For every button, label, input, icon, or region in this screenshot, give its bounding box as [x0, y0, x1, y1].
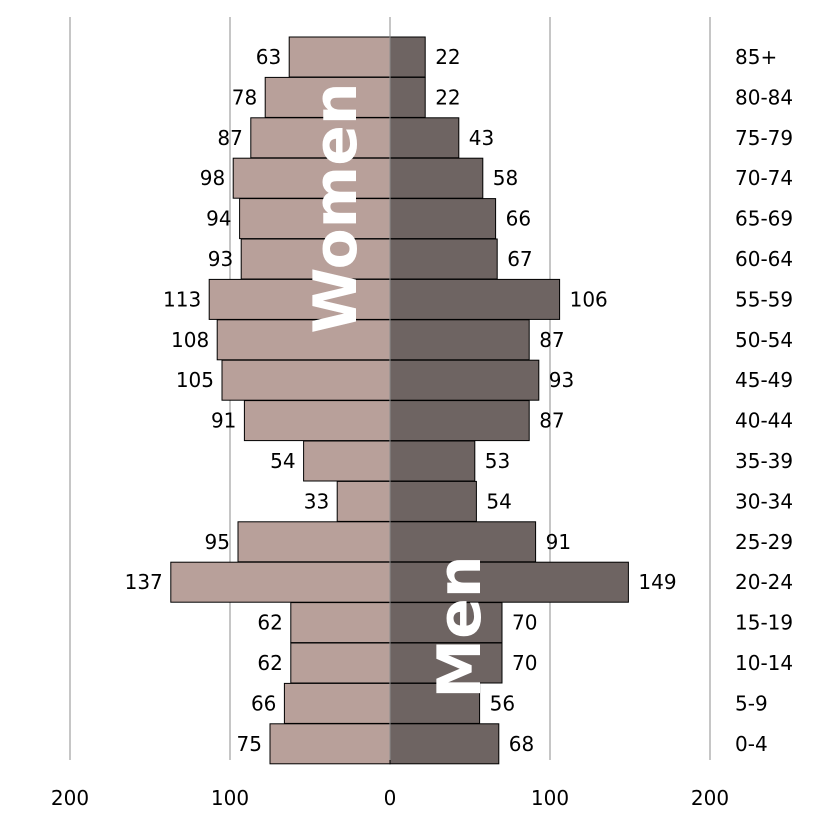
women-value-label: 75	[237, 732, 262, 756]
women-value-label: 105	[176, 368, 214, 392]
women-bar	[170, 561, 391, 603]
x-tick-label: 200	[691, 786, 729, 810]
women-bar	[290, 642, 391, 684]
women-value-label: 113	[163, 287, 201, 311]
women-bar	[303, 440, 391, 482]
men-bar	[389, 76, 426, 118]
men-value-label: 87	[539, 409, 564, 433]
women-value-label: 62	[257, 651, 282, 675]
men-bar	[389, 440, 476, 482]
bar-labels: 63 22 78 22 87 43 98 58 94 66 93 67 113 106 108 87 105 93…	[125, 45, 677, 756]
women-value-label: 94	[206, 207, 231, 231]
women-value-label: 66	[251, 691, 276, 715]
age-group-labels: 85+ 80-84 75-79 70-74 65-69 60-64 55-59 50-54 45…	[735, 45, 793, 756]
men-value-label: 87	[539, 328, 564, 352]
men-value-label: 91	[546, 530, 571, 554]
men-bar	[389, 117, 460, 159]
men-value-label: 56	[490, 691, 515, 715]
men-value-label: 66	[506, 207, 531, 231]
age-group-label: 20-24	[735, 570, 793, 594]
men-value-label: 67	[507, 247, 532, 271]
women-bar	[336, 480, 391, 522]
men-value-label: 70	[512, 611, 537, 635]
age-group-label: 60-64	[735, 247, 793, 271]
men-value-label: 22	[435, 85, 460, 109]
age-group-label: 85+	[735, 45, 777, 69]
men-bar	[389, 400, 530, 442]
women-bar	[283, 682, 391, 724]
men-value-label: 149	[638, 570, 676, 594]
women-bar	[239, 198, 391, 240]
men-bar	[389, 238, 498, 280]
men-bar	[389, 682, 481, 724]
age-group-label: 70-74	[735, 166, 793, 190]
age-group-label: 15-19	[735, 611, 793, 635]
grid-lines	[69, 17, 711, 760]
men-value-label: 22	[435, 45, 460, 69]
bars	[170, 36, 629, 765]
men-bar	[389, 480, 477, 522]
age-group-label: 50-54	[735, 328, 793, 352]
age-group-label: 25-29	[735, 530, 793, 554]
women-bar	[288, 36, 391, 78]
x-tick-label: 100	[211, 786, 249, 810]
men-value-label: 93	[549, 368, 574, 392]
x-tick-label: 200	[51, 786, 89, 810]
women-bar	[269, 723, 391, 765]
women-bar	[243, 400, 391, 442]
men-bar	[389, 723, 500, 765]
women-value-label: 137	[125, 570, 163, 594]
women-value-label: 87	[217, 126, 242, 150]
age-group-label: 35-39	[735, 449, 793, 473]
women-value-label: 62	[257, 611, 282, 635]
age-group-label: 5-9	[735, 691, 768, 715]
women-value-label: 78	[232, 85, 257, 109]
men-value-label: 70	[512, 651, 537, 675]
men-bar	[389, 521, 537, 563]
men-value-label: 68	[509, 732, 534, 756]
age-group-label: 30-34	[735, 489, 793, 513]
women-bar	[221, 359, 391, 401]
x-tick-label: 0	[384, 786, 397, 810]
women-value-label: 108	[171, 328, 209, 352]
men-bar	[389, 278, 561, 320]
women-bar	[237, 521, 391, 563]
x-tick-label: 100	[531, 786, 569, 810]
men-value-label: 54	[486, 489, 511, 513]
age-group-label: 45-49	[735, 368, 793, 392]
women-bar	[290, 602, 391, 644]
x-axis-ticks: 200 100 0 100 200	[51, 786, 729, 810]
men-bar	[389, 642, 503, 684]
women-value-label: 91	[211, 409, 236, 433]
men-bar	[389, 319, 530, 361]
age-group-label: 75-79	[735, 126, 793, 150]
women-bar	[264, 76, 391, 118]
men-bar	[389, 36, 426, 78]
age-group-label: 80-84	[735, 85, 793, 109]
age-group-label: 0-4	[735, 732, 768, 756]
men-bar	[389, 561, 629, 603]
men-bar	[389, 359, 540, 401]
age-group-label: 65-69	[735, 207, 793, 231]
age-group-label: 55-59	[735, 287, 793, 311]
men-value-label: 53	[485, 449, 510, 473]
women-value-label: 54	[270, 449, 295, 473]
men-value-label: 106	[570, 287, 608, 311]
men-value-label: 43	[469, 126, 494, 150]
men-series-label: Men	[425, 555, 495, 698]
women-bar	[240, 238, 391, 280]
women-value-label: 95	[205, 530, 230, 554]
men-bar	[389, 198, 497, 240]
age-group-label: 10-14	[735, 651, 793, 675]
women-value-label: 33	[304, 489, 329, 513]
women-value-label: 63	[256, 45, 281, 69]
women-bar	[250, 117, 391, 159]
women-value-label: 98	[200, 166, 225, 190]
men-value-label: 58	[493, 166, 518, 190]
men-bar	[389, 157, 484, 199]
age-group-label: 40-44	[735, 409, 793, 433]
women-value-label: 93	[208, 247, 233, 271]
women-series-label: Women	[301, 82, 371, 333]
